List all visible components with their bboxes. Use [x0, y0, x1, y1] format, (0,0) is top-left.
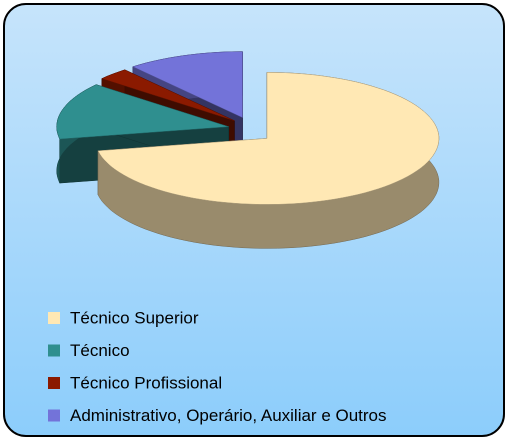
slice	[101, 69, 235, 121]
slice	[132, 51, 243, 118]
slice	[56, 84, 229, 140]
legend-label: Técnico	[70, 341, 130, 360]
legend-label: Técnico Superior	[70, 308, 199, 327]
legend-swatch	[48, 409, 60, 422]
legend-swatch	[48, 377, 60, 389]
slice	[97, 72, 440, 205]
legend-swatch	[48, 344, 60, 357]
legend-label: Administrativo, Operário, Auxiliar e Out…	[70, 406, 387, 425]
pie	[56, 51, 440, 249]
legend-swatch	[48, 312, 60, 324]
legend-label: Técnico Profissional	[70, 373, 222, 392]
legend: Técnico Superior Técnico Técnico Profissio…	[48, 308, 387, 425]
